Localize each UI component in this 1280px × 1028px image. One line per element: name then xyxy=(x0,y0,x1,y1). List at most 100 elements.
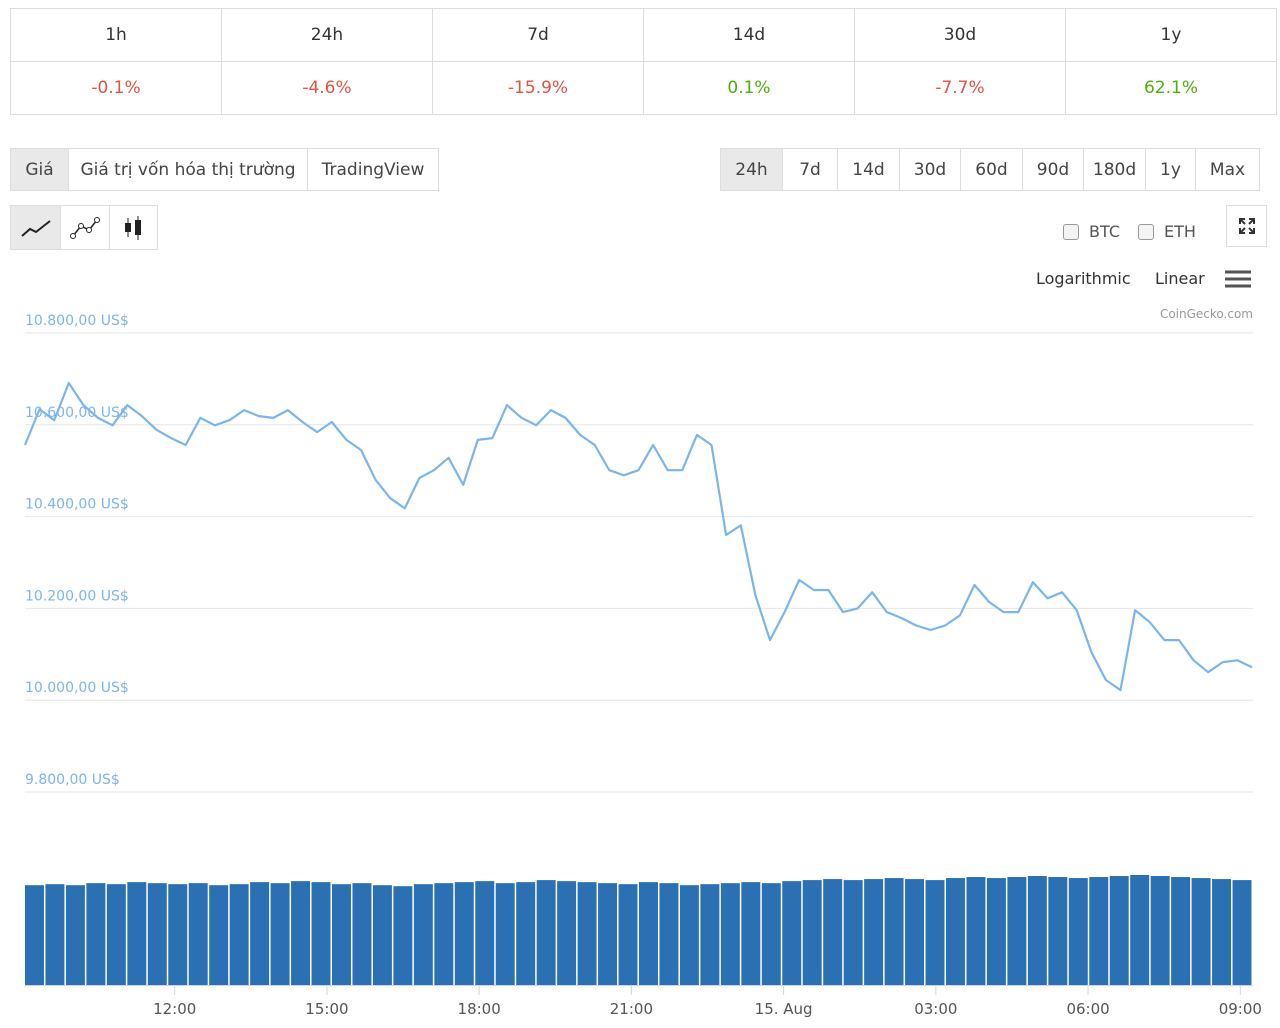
volume-bar xyxy=(761,883,781,985)
x-tick-label: 18:00 xyxy=(458,1000,501,1018)
volume-bar xyxy=(843,880,863,985)
scale-option[interactable]: Linear xyxy=(1155,269,1205,288)
volume-bar xyxy=(618,884,638,985)
volume-bar xyxy=(1150,876,1170,985)
compare-label: BTC xyxy=(1089,222,1120,241)
volume-bar xyxy=(966,877,986,985)
volume-bar xyxy=(598,883,618,985)
fullscreen-button[interactable] xyxy=(1226,205,1267,247)
volume-bar xyxy=(1109,876,1129,985)
volume-bar xyxy=(639,882,658,985)
line-icon[interactable] xyxy=(11,206,61,249)
volume-bar xyxy=(659,883,679,985)
volume-bar xyxy=(905,879,925,985)
period-change: -15.9% xyxy=(432,61,644,115)
volume-bar xyxy=(925,880,945,985)
period-header: 7d xyxy=(432,8,644,62)
volume-bar xyxy=(1212,879,1232,985)
volume-bar xyxy=(495,883,515,985)
range-button[interactable]: Max xyxy=(1195,148,1260,191)
compare-option[interactable]: BTC xyxy=(1063,222,1120,241)
volume-bar xyxy=(557,881,577,985)
volume-bar xyxy=(1007,877,1027,985)
checkbox[interactable] xyxy=(1138,223,1154,240)
volume-bar xyxy=(372,885,392,985)
volume-bar xyxy=(168,884,188,985)
period-header: 14d xyxy=(643,8,855,62)
volume-bar xyxy=(106,884,126,985)
y-tick-label: 10.400,00 US$ xyxy=(25,497,129,513)
chart-tab[interactable]: Giá xyxy=(10,148,69,191)
volume-bar xyxy=(454,882,474,985)
volume-bar xyxy=(1089,877,1109,985)
volume-bar xyxy=(229,884,249,985)
volume-bar xyxy=(679,885,699,985)
volume-bar xyxy=(413,884,433,985)
menu-icon[interactable] xyxy=(1225,269,1251,289)
volume-bar xyxy=(884,878,904,985)
volume-bar xyxy=(1191,878,1211,985)
range-button[interactable]: 60d xyxy=(960,148,1023,191)
volume-bar xyxy=(65,885,85,985)
scale-option[interactable]: Logarithmic xyxy=(1036,269,1131,288)
y-tick-label: 9.800,00 US$ xyxy=(25,772,120,788)
volume-bar xyxy=(864,879,884,985)
range-button[interactable]: 1y xyxy=(1145,148,1196,191)
volume-bar xyxy=(720,883,740,985)
candle-icon[interactable] xyxy=(108,206,157,249)
volume-bar xyxy=(1171,877,1191,985)
volume-bar xyxy=(393,886,413,985)
price-line xyxy=(23,381,1253,692)
period-change: -4.6% xyxy=(221,61,433,115)
volume-bar xyxy=(270,883,290,985)
chart-style-group xyxy=(10,205,158,250)
x-tick-label: 03:00 xyxy=(914,1000,957,1018)
x-tick-label: 09:00 xyxy=(1219,1000,1262,1018)
x-tick-label: 21:00 xyxy=(610,1000,653,1018)
volume-bar xyxy=(986,878,1006,985)
y-tick-label: 10.000,00 US$ xyxy=(25,680,129,696)
range-button[interactable]: 90d xyxy=(1022,148,1084,191)
chart-tab[interactable]: Giá trị vốn hóa thị trường xyxy=(68,148,308,191)
range-button[interactable]: 7d xyxy=(782,148,838,191)
volume-bar xyxy=(250,882,270,985)
y-tick-label: 10.800,00 US$ xyxy=(25,313,129,329)
period-header: 24h xyxy=(221,8,433,62)
x-tick-label: 15:00 xyxy=(305,1000,348,1018)
volume-bar xyxy=(311,882,331,985)
volume-bar xyxy=(1027,876,1047,985)
chart-tab[interactable]: TradingView xyxy=(307,148,439,191)
period-header: 1y xyxy=(1065,8,1277,62)
volume-bar xyxy=(86,883,106,985)
volume-bar xyxy=(127,882,147,985)
period-change: 0.1% xyxy=(643,61,855,115)
value-row: -0.1% -4.6% -15.9% 0.1% -7.7% 62.1% xyxy=(10,61,1277,115)
volume-bar xyxy=(25,885,44,985)
volume-bar xyxy=(700,884,720,985)
range-button[interactable]: 30d xyxy=(899,148,961,191)
marker-line-icon[interactable] xyxy=(60,206,108,249)
range-button[interactable]: 14d xyxy=(837,148,900,191)
volume-bar xyxy=(823,879,843,985)
period-header: 30d xyxy=(854,8,1066,62)
period-header: 1h xyxy=(10,8,222,62)
volume-bar xyxy=(291,881,311,985)
x-tick-label: 15. Aug xyxy=(755,1000,813,1018)
volume-bar xyxy=(209,885,229,985)
period-change: -7.7% xyxy=(854,61,1066,115)
range-button[interactable]: 180d xyxy=(1083,148,1146,191)
volume-bar xyxy=(516,882,536,985)
range-button[interactable]: 24h xyxy=(720,148,783,191)
period-change: 62.1% xyxy=(1065,61,1277,115)
compare-option[interactable]: ETH xyxy=(1138,222,1196,241)
header-row: 1h 24h 7d 14d 30d 1y xyxy=(10,8,1277,62)
volume-bar xyxy=(1048,877,1068,985)
checkbox[interactable] xyxy=(1063,223,1079,240)
volume-bar xyxy=(577,882,597,985)
volume-bar xyxy=(475,881,495,985)
volume-bar xyxy=(45,884,65,985)
volume-bar xyxy=(946,878,965,985)
volume-bar xyxy=(1232,880,1252,985)
credit: CoinGecko.com xyxy=(1159,307,1253,321)
